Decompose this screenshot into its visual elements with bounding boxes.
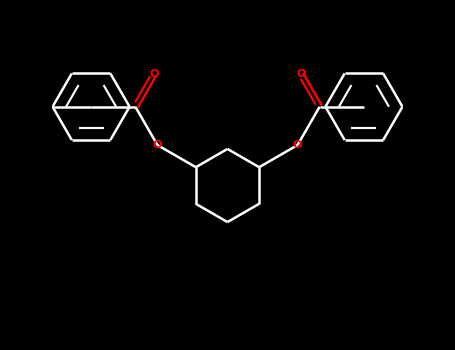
Text: O: O [150, 69, 159, 79]
Text: O: O [293, 140, 302, 150]
Text: O: O [296, 69, 305, 79]
Text: O: O [153, 140, 162, 150]
